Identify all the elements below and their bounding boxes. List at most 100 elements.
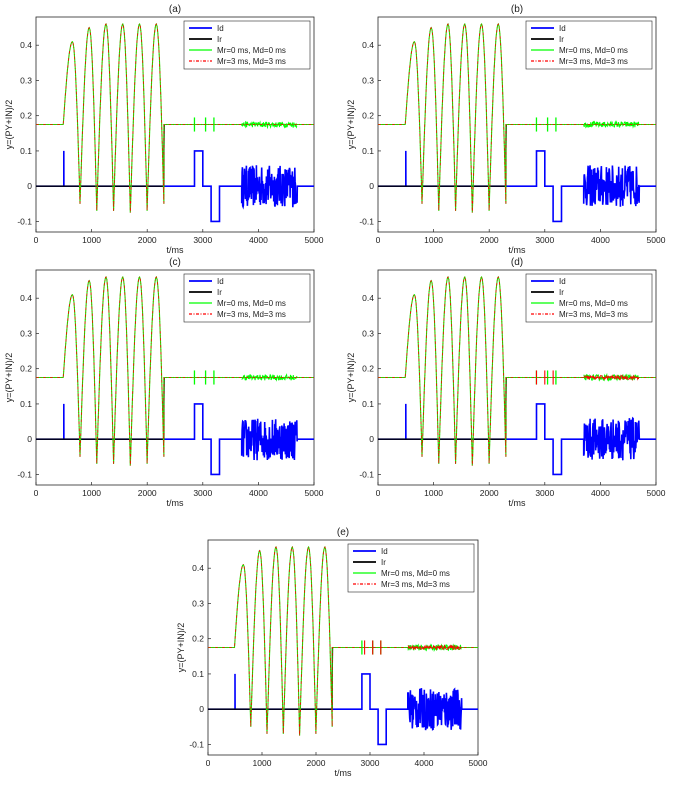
panel-title: (e) <box>337 527 349 538</box>
legend-label: Mr=3 ms, Md=3 ms <box>381 580 450 589</box>
y-tick-label: 0.2 <box>362 364 374 374</box>
x-tick-label: 3000 <box>193 235 212 245</box>
x-tick-label: 0 <box>206 758 211 768</box>
y-tick-label: 0.2 <box>20 111 32 121</box>
legend-label: Id <box>559 277 566 286</box>
legend: Id Ir Mr=0 ms, Md=0 ms Mr=3 ms, Md=3 ms <box>183 20 311 70</box>
y-tick-label: 0.4 <box>362 293 374 303</box>
x-tick-label: 4000 <box>415 758 434 768</box>
series-mr3-line <box>208 546 478 736</box>
y-tick-label: 0 <box>369 181 374 191</box>
legend-label: Ir <box>559 35 564 44</box>
y-tick-label: 0.1 <box>192 669 204 679</box>
y-tick-label: 0.4 <box>20 40 32 50</box>
series-id-line <box>378 150 656 223</box>
x-tick-label: 5000 <box>647 235 666 245</box>
x-axis-label: t/ms <box>509 245 526 255</box>
legend-label: Id <box>381 547 388 556</box>
x-tick-label: 3000 <box>535 235 554 245</box>
x-tick-label: 3000 <box>193 488 212 498</box>
x-tick-label: 0 <box>34 235 39 245</box>
x-tick-label: 2000 <box>307 758 326 768</box>
legend-label: Ir <box>559 288 564 297</box>
y-axis-label: y=(PY+IN)/2 <box>4 353 14 403</box>
legend-label: Mr=0 ms, Md=0 ms <box>217 46 286 55</box>
y-axis-label: y=(PY+IN)/2 <box>346 353 356 403</box>
x-tick-label: 4000 <box>249 488 268 498</box>
x-tick-label: 2000 <box>480 235 499 245</box>
legend-label: Mr=3 ms, Md=3 ms <box>559 57 628 66</box>
series-mr0-line <box>36 275 314 466</box>
legend-label: Ir <box>217 35 222 44</box>
y-axis-label: y=(PY+IN)/2 <box>346 100 356 150</box>
panel-title: (c) <box>169 257 181 268</box>
y-tick-label: 0.1 <box>20 146 32 156</box>
chart-panel-3: (c)0 1000 2000 3000 4000 5000-0.100.10.20.30.… <box>4 257 324 508</box>
y-tick-label: 0.3 <box>192 598 204 608</box>
x-tick-label: 0 <box>376 235 381 245</box>
chart-panel-4: (d)0 1000 2000 3000 4000 5000-0.100.10.20.30.… <box>346 257 666 508</box>
legend: Id Ir Mr=0 ms, Md=0 ms Mr=3 ms, Md=3 ms <box>183 273 311 323</box>
legend-label: Ir <box>381 558 386 567</box>
legend-label: Mr=0 ms, Md=0 ms <box>217 299 286 308</box>
legend-label: Mr=0 ms, Md=0 ms <box>559 46 628 55</box>
legend-label: Ir <box>217 288 222 297</box>
y-tick-label: 0.3 <box>362 328 374 338</box>
x-tick-label: 4000 <box>591 235 610 245</box>
x-tick-label: 5000 <box>469 758 488 768</box>
x-tick-label: 2000 <box>138 488 157 498</box>
series-mr0-line <box>378 275 656 466</box>
x-tick-label: 5000 <box>305 235 324 245</box>
x-tick-label: 1000 <box>82 235 101 245</box>
y-tick-label: 0 <box>27 181 32 191</box>
y-tick-label: 0 <box>369 434 374 444</box>
legend-label: Mr=3 ms, Md=3 ms <box>217 57 286 66</box>
x-tick-label: 4000 <box>591 488 610 498</box>
legend-label: Id <box>217 277 224 286</box>
series-mr0-line <box>36 22 314 213</box>
x-tick-label: 2000 <box>138 235 157 245</box>
x-tick-label: 1000 <box>253 758 272 768</box>
legend-label: Mr=3 ms, Md=3 ms <box>559 310 628 319</box>
y-axis-label: y=(PY+IN)/2 <box>176 623 186 673</box>
panel-title: (b) <box>511 4 523 15</box>
x-axis-label: t/ms <box>167 498 184 508</box>
y-tick-label: 0.1 <box>362 399 374 409</box>
x-axis-label: t/ms <box>509 498 526 508</box>
y-tick-label: 0.2 <box>362 111 374 121</box>
y-tick-label: 0.2 <box>20 364 32 374</box>
y-tick-label: 0.3 <box>20 328 32 338</box>
y-tick-label: -0.1 <box>17 469 32 479</box>
y-tick-label: 0.3 <box>362 75 374 85</box>
x-axis-label: t/ms <box>335 768 352 778</box>
x-axis-label: t/ms <box>167 245 184 255</box>
legend: Id Ir Mr=0 ms, Md=0 ms Mr=3 ms, Md=3 ms <box>347 543 475 593</box>
x-tick-label: 3000 <box>535 488 554 498</box>
x-tick-label: 4000 <box>249 235 268 245</box>
legend-label: Mr=0 ms, Md=0 ms <box>381 569 450 578</box>
y-tick-label: 0.3 <box>20 75 32 85</box>
legend: Id Ir Mr=0 ms, Md=0 ms Mr=3 ms, Md=3 ms <box>525 20 653 70</box>
chart-panel-1: (a)0 1000 2000 3000 4000 5000-0.100.10.20.30.… <box>4 4 324 255</box>
series-mr0-line <box>378 22 656 213</box>
y-tick-label: 0.4 <box>20 293 32 303</box>
y-tick-label: 0 <box>27 434 32 444</box>
x-tick-label: 0 <box>376 488 381 498</box>
panel-title: (a) <box>169 4 181 15</box>
legend-label: Mr=0 ms, Md=0 ms <box>559 299 628 308</box>
chart-panel-2: (b)0 1000 2000 3000 4000 5000-0.100.10.20.30.… <box>346 4 666 255</box>
y-tick-label: 0.4 <box>362 40 374 50</box>
x-tick-label: 1000 <box>82 488 101 498</box>
x-tick-label: 2000 <box>480 488 499 498</box>
y-tick-label: 0.1 <box>20 399 32 409</box>
panel-title: (d) <box>511 257 523 268</box>
series-id-line <box>36 403 314 476</box>
y-tick-label: -0.1 <box>189 739 204 749</box>
x-tick-label: 0 <box>34 488 39 498</box>
series-id-line <box>378 403 656 476</box>
series-mr0-noise <box>241 120 298 130</box>
series-mr3-noise <box>583 374 640 382</box>
y-tick-label: 0.4 <box>192 563 204 573</box>
legend: Id Ir Mr=0 ms, Md=0 ms Mr=3 ms, Md=3 ms <box>525 273 653 323</box>
